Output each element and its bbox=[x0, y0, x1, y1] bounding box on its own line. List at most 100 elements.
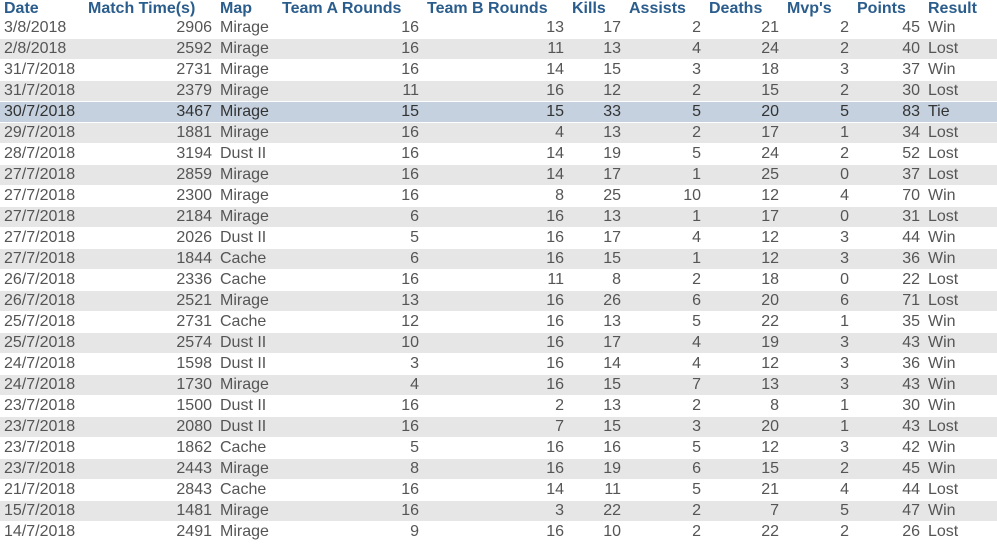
cell-points: 35 bbox=[853, 311, 924, 333]
table-row[interactable]: 3/8/2018 2906 Mirage 16 13 17 2 21 2 45 Win bbox=[0, 17, 997, 39]
table-row[interactable]: 27/7/2018 1844 Cache 6 16 15 1 12 3 36 Win bbox=[0, 248, 997, 270]
cell-points: 44 bbox=[853, 479, 924, 501]
cell-kills: 13 bbox=[568, 206, 625, 228]
table-row[interactable]: 25/7/2018 2574 Dust II 10 16 17 4 19 3 43 Win bbox=[0, 332, 997, 354]
cell-deaths: 17 bbox=[705, 206, 783, 228]
table-row[interactable]: 25/7/2018 2731 Cache 12 16 13 5 22 1 35 Win bbox=[0, 311, 997, 333]
cell-team-b-rounds: 3 bbox=[423, 500, 568, 522]
table-row[interactable]: 27/7/2018 2859 Mirage 16 14 17 1 25 0 37 Lost bbox=[0, 164, 997, 186]
column-header-result[interactable]: Result bbox=[924, 0, 997, 18]
table-row[interactable]: 14/7/2018 2491 Mirage 9 16 10 2 22 2 26 Lost bbox=[0, 521, 997, 543]
table-row[interactable]: 23/7/2018 2443 Mirage 8 16 19 6 15 2 45 Win bbox=[0, 458, 997, 480]
cell-team-a-rounds: 16 bbox=[278, 185, 423, 207]
cell-points: 45 bbox=[853, 458, 924, 480]
cell-points: 36 bbox=[853, 248, 924, 270]
cell-kills: 15 bbox=[568, 248, 625, 270]
cell-map: Mirage bbox=[216, 500, 278, 522]
cell-deaths: 24 bbox=[705, 143, 783, 165]
cell-result: Win bbox=[924, 437, 997, 459]
cell-assists: 4 bbox=[625, 227, 705, 249]
cell-mvps: 1 bbox=[783, 416, 853, 438]
table-row[interactable]: 24/7/2018 1598 Dust II 3 16 14 4 12 3 36 Win bbox=[0, 353, 997, 375]
cell-points: 22 bbox=[853, 269, 924, 291]
cell-map: Mirage bbox=[216, 185, 278, 207]
cell-kills: 25 bbox=[568, 185, 625, 207]
cell-assists: 1 bbox=[625, 164, 705, 186]
cell-result: Win bbox=[924, 59, 997, 81]
cell-assists: 2 bbox=[625, 17, 705, 39]
cell-team-b-rounds: 14 bbox=[423, 164, 568, 186]
cell-deaths: 15 bbox=[705, 458, 783, 480]
cell-kills: 22 bbox=[568, 500, 625, 522]
cell-points: 36 bbox=[853, 353, 924, 375]
table-row[interactable]: 23/7/2018 1500 Dust II 16 2 13 2 8 1 30 Win bbox=[0, 395, 997, 417]
cell-match-time: 2574 bbox=[84, 332, 216, 354]
table-row[interactable]: 23/7/2018 2080 Dust II 16 7 15 3 20 1 43 Lost bbox=[0, 416, 997, 438]
cell-assists: 2 bbox=[625, 500, 705, 522]
cell-result: Win bbox=[924, 311, 997, 333]
cell-deaths: 22 bbox=[705, 521, 783, 543]
cell-kills: 11 bbox=[568, 479, 625, 501]
column-header-team-a-rounds[interactable]: Team A Rounds bbox=[278, 0, 423, 18]
cell-team-b-rounds: 4 bbox=[423, 122, 568, 144]
column-header-deaths[interactable]: Deaths bbox=[705, 0, 783, 18]
column-header-points[interactable]: Points bbox=[853, 0, 924, 18]
cell-kills: 16 bbox=[568, 437, 625, 459]
cell-team-a-rounds: 16 bbox=[278, 17, 423, 39]
cell-match-time: 1481 bbox=[84, 500, 216, 522]
table-row[interactable]: 26/7/2018 2336 Cache 16 11 8 2 18 0 22 Lost bbox=[0, 269, 997, 291]
cell-assists: 2 bbox=[625, 122, 705, 144]
cell-match-time: 2336 bbox=[84, 269, 216, 291]
table-row[interactable]: 30/7/2018 3467 Mirage 15 15 33 5 20 5 83 Tie bbox=[0, 101, 997, 123]
cell-match-time: 1881 bbox=[84, 122, 216, 144]
cell-points: 34 bbox=[853, 122, 924, 144]
table-row[interactable]: 21/7/2018 2843 Cache 16 14 11 5 21 4 44 Lost bbox=[0, 479, 997, 501]
cell-map: Cache bbox=[216, 269, 278, 291]
cell-kills: 17 bbox=[568, 227, 625, 249]
cell-points: 83 bbox=[853, 101, 924, 123]
cell-mvps: 2 bbox=[783, 38, 853, 60]
table-row[interactable]: 31/7/2018 2731 Mirage 16 14 15 3 18 3 37 Win bbox=[0, 59, 997, 81]
table-row[interactable]: 26/7/2018 2521 Mirage 13 16 26 6 20 6 71 Lost bbox=[0, 290, 997, 312]
cell-assists: 2 bbox=[625, 80, 705, 102]
cell-deaths: 19 bbox=[705, 332, 783, 354]
cell-map: Mirage bbox=[216, 164, 278, 186]
table-row[interactable]: 24/7/2018 1730 Mirage 4 16 15 7 13 3 43 Win bbox=[0, 374, 997, 396]
column-header-kills[interactable]: Kills bbox=[568, 0, 625, 18]
column-header-assists[interactable]: Assists bbox=[625, 0, 705, 18]
column-header-mvps[interactable]: Mvp's bbox=[783, 0, 853, 18]
table-row[interactable]: 27/7/2018 2184 Mirage 6 16 13 1 17 0 31 Lost bbox=[0, 206, 997, 228]
cell-match-time: 2491 bbox=[84, 521, 216, 543]
column-header-map[interactable]: Map bbox=[216, 0, 278, 18]
cell-team-a-rounds: 16 bbox=[278, 269, 423, 291]
cell-date: 25/7/2018 bbox=[0, 332, 84, 354]
cell-mvps: 0 bbox=[783, 164, 853, 186]
cell-team-b-rounds: 14 bbox=[423, 143, 568, 165]
cell-date: 27/7/2018 bbox=[0, 164, 84, 186]
cell-kills: 13 bbox=[568, 122, 625, 144]
cell-team-b-rounds: 16 bbox=[423, 353, 568, 375]
cell-points: 37 bbox=[853, 59, 924, 81]
cell-date: 23/7/2018 bbox=[0, 437, 84, 459]
column-header-match-time[interactable]: Match Time(s) bbox=[84, 0, 216, 18]
cell-assists: 6 bbox=[625, 458, 705, 480]
cell-points: 30 bbox=[853, 395, 924, 417]
table-row[interactable]: 28/7/2018 3194 Dust II 16 14 19 5 24 2 52 Lost bbox=[0, 143, 997, 165]
table-row[interactable]: 31/7/2018 2379 Mirage 11 16 12 2 15 2 30 Lost bbox=[0, 80, 997, 102]
table-row[interactable]: 2/8/2018 2592 Mirage 16 11 13 4 24 2 40 Lost bbox=[0, 38, 997, 60]
table-row[interactable]: 29/7/2018 1881 Mirage 16 4 13 2 17 1 34 Lost bbox=[0, 122, 997, 144]
cell-mvps: 3 bbox=[783, 437, 853, 459]
cell-team-a-rounds: 4 bbox=[278, 374, 423, 396]
cell-match-time: 1500 bbox=[84, 395, 216, 417]
cell-mvps: 5 bbox=[783, 101, 853, 123]
cell-match-time: 2843 bbox=[84, 479, 216, 501]
cell-date: 23/7/2018 bbox=[0, 458, 84, 480]
table-row[interactable]: 27/7/2018 2026 Dust II 5 16 17 4 12 3 44 Win bbox=[0, 227, 997, 249]
cell-kills: 19 bbox=[568, 143, 625, 165]
table-row[interactable]: 27/7/2018 2300 Mirage 16 8 25 10 12 4 70 Win bbox=[0, 185, 997, 207]
column-header-date[interactable]: Date bbox=[0, 0, 84, 18]
cell-map: Mirage bbox=[216, 458, 278, 480]
table-row[interactable]: 15/7/2018 1481 Mirage 16 3 22 2 7 5 47 Win bbox=[0, 500, 997, 522]
table-row[interactable]: 23/7/2018 1862 Cache 5 16 16 5 12 3 42 Win bbox=[0, 437, 997, 459]
column-header-team-b-rounds[interactable]: Team B Rounds bbox=[423, 0, 568, 18]
